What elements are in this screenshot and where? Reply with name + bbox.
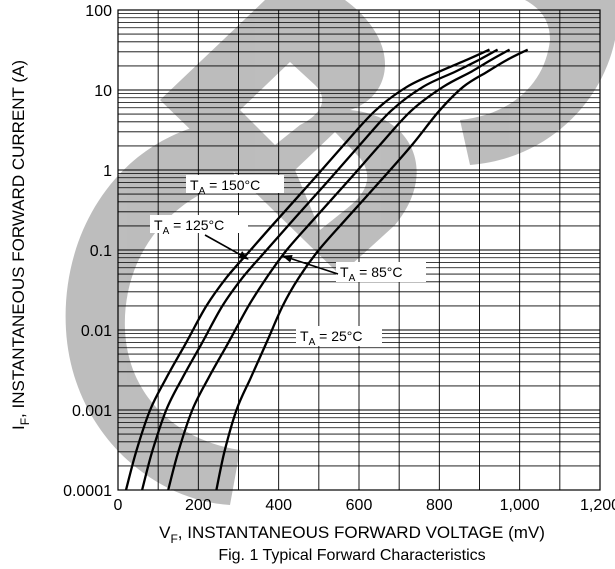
x-tick-label: 200	[185, 497, 212, 514]
y-axis-ticks: 0.0001 0.001 0.01 0.1 1 10 100	[63, 3, 112, 500]
arrow-85c	[282, 254, 339, 275]
y-tick-label: 10	[94, 83, 112, 100]
x-axis-label: VF, INSTANTANEOUS FORWARD VOLTAGE (mV)	[159, 523, 545, 546]
grid-lines	[118, 10, 600, 490]
label-125c: TA = 125°C	[150, 215, 248, 237]
label-25c: TA = 25°C	[296, 326, 382, 348]
svg-text:TA = 25°C: TA = 25°C	[300, 328, 362, 348]
label-85c: TA = 85°C	[336, 262, 426, 284]
x-tick-label: 600	[346, 497, 373, 514]
watermark-logo	[65, 0, 615, 505]
x-tick-label: 1,200	[580, 497, 615, 514]
series-line-1	[140, 48, 499, 491]
label-150c: TA = 150°C	[186, 175, 284, 197]
y-tick-label: 100	[85, 3, 112, 20]
x-tick-label: 400	[265, 497, 292, 514]
svg-text:TA = 85°C: TA = 85°C	[340, 264, 402, 284]
arrow-125c	[204, 234, 249, 260]
plot-frame	[117, 9, 601, 491]
series-line-2	[167, 48, 511, 491]
y-tick-label: 0.0001	[63, 483, 112, 500]
x-tick-label: 1,000	[500, 497, 540, 514]
svg-text:TA = 150°C: TA = 150°C	[190, 177, 260, 197]
y-tick-label: 0.001	[72, 403, 112, 420]
y-tick-label: 0.1	[90, 243, 112, 260]
x-tick-label: 0	[114, 497, 123, 514]
series-line-3	[215, 48, 529, 491]
series-line-0	[124, 48, 490, 491]
x-tick-label: 800	[426, 497, 453, 514]
y-axis-label: IF, INSTANTANEOUS FORWARD CURRENT (A)	[9, 60, 32, 430]
data-curves	[124, 48, 529, 491]
figure-caption: Fig. 1 Typical Forward Characteristics	[218, 547, 485, 564]
y-tick-label: 1	[103, 163, 112, 180]
svg-text:TA = 125°C: TA = 125°C	[154, 217, 224, 237]
y-tick-label: 0.01	[81, 323, 112, 340]
x-axis-ticks: 0 200 400 600 800 1,000 1,200	[114, 497, 615, 514]
